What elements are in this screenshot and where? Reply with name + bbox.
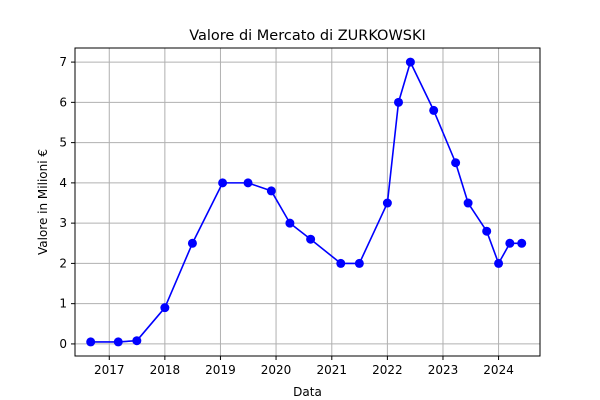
- data-point: [482, 226, 492, 236]
- x-tick-label: 2023: [428, 363, 459, 377]
- x-tick-label: 2020: [261, 363, 292, 377]
- axes: 2017 2018 2019 2020 2021 2022 2023 2024 0 1 2 3 4 5 6 7: [59, 55, 513, 377]
- x-tick-label: 2017: [94, 363, 125, 377]
- data-point: [218, 178, 228, 188]
- y-tick-label: 0: [59, 337, 67, 351]
- data-point: [494, 258, 504, 268]
- x-axis-title: Data: [293, 385, 322, 399]
- y-tick-label: 7: [59, 55, 67, 69]
- data-point: [132, 336, 142, 346]
- x-tick-label: 2024: [483, 363, 514, 377]
- data-point: [113, 337, 123, 347]
- series-layer: [86, 57, 527, 347]
- data-point: [394, 97, 404, 107]
- data-point: [505, 238, 515, 248]
- y-tick-label: 3: [59, 216, 67, 230]
- data-point: [285, 218, 295, 228]
- data-point: [266, 186, 276, 196]
- data-point: [306, 234, 316, 244]
- x-tick-label: 2018: [150, 363, 181, 377]
- chart-title: Valore di Mercato di ZURKOWSKI: [189, 28, 426, 44]
- data-point: [382, 198, 392, 208]
- data-point: [451, 158, 461, 168]
- y-tick-label: 6: [59, 95, 67, 109]
- data-point: [429, 105, 439, 115]
- data-point: [336, 258, 346, 268]
- data-point: [405, 57, 415, 67]
- data-point: [160, 303, 170, 313]
- y-tick-label: 2: [59, 256, 67, 270]
- series-line: [90, 61, 522, 343]
- data-point: [187, 238, 197, 248]
- data-point: [86, 337, 96, 347]
- data-point: [243, 178, 253, 188]
- y-tick-label: 1: [59, 297, 67, 311]
- y-axis-title: Valore in Milioni €: [36, 149, 50, 255]
- data-point: [354, 258, 364, 268]
- data-point: [463, 198, 473, 208]
- x-tick-label: 2019: [205, 363, 236, 377]
- data-point: [517, 238, 527, 248]
- x-tick-label: 2021: [317, 363, 348, 377]
- plot-frame: [74, 47, 541, 357]
- y-tick-label: 5: [59, 136, 67, 150]
- x-tick-label: 2022: [372, 363, 403, 377]
- y-tick-label: 4: [59, 176, 67, 190]
